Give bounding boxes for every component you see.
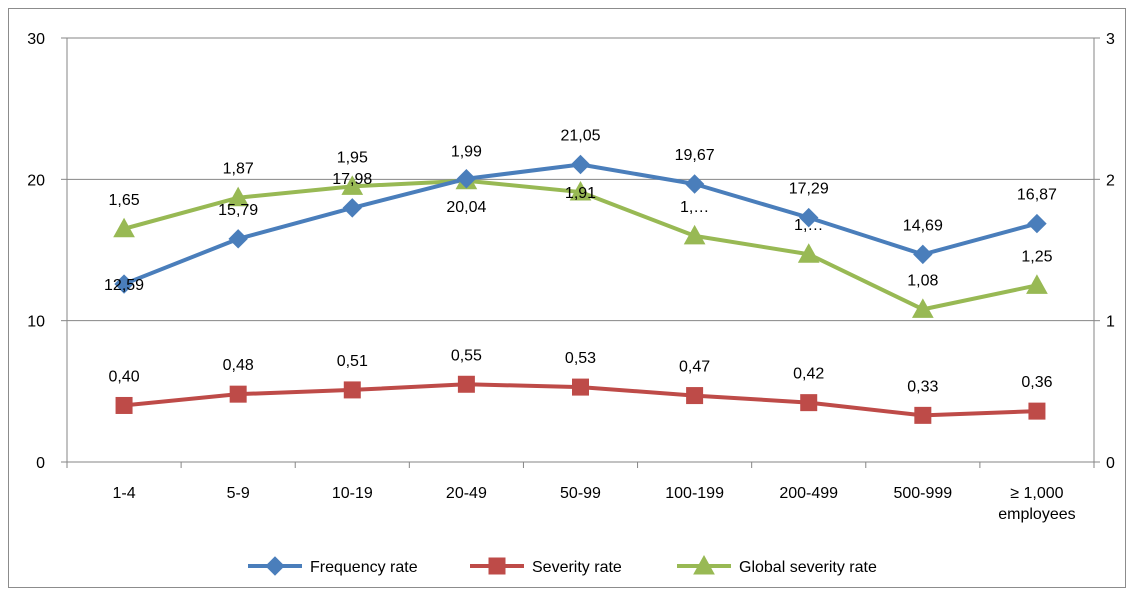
x-tick-label: ≥ 1,000 employees [998,485,1075,523]
x-tick-label: 1-4 [112,485,135,502]
data-label: 1,65 [108,192,139,209]
marker-triangle-2 [341,175,364,195]
marker-diamond-4 [570,154,591,175]
legend-marker-2 [693,554,715,575]
marker-diamond-8 [1027,213,1047,234]
data-label: 17,29 [789,181,829,198]
left-tick-label: 10 [27,314,45,331]
data-label: 17,98 [332,171,372,188]
marker-triangle-4 [569,181,592,201]
x-axis-tick-labels: 1-4 5-9 10-19 20-49 50-99 100-199 200-499 500-9… [112,485,1075,523]
data-label: 0,51 [337,353,368,370]
data-label: 0,36 [1021,374,1052,391]
left-axis-tick-labels: 0 10 20 30 [27,31,45,472]
marker-square-5 [686,387,704,405]
legend: Frequency rate Severity rate Global severi… [248,554,877,576]
data-labels: 12,59 15,79 17,98 20,04 21,05 19,67 17,29 14,69… [104,127,1057,395]
data-label: 1,91 [565,185,596,202]
marker-square-7 [914,406,932,424]
x-tick-label: 500-999 [893,485,952,502]
series-markers [113,154,1048,424]
marker-diamond-6 [799,207,819,228]
x-tick-label: 50-99 [560,485,601,502]
marker-square-4 [572,378,589,396]
data-label: 1,87 [223,161,254,178]
marker-triangle-7 [911,298,934,318]
data-label: 0,47 [679,359,710,376]
right-axis-tick-labels: 0 1 2 3 [1106,31,1115,472]
data-label: 0,33 [907,378,938,395]
data-label: 15,79 [218,202,258,219]
right-tick-label: 1 [1106,314,1115,331]
left-tick-label: 0 [36,455,45,472]
chart-frame [8,8,1126,588]
series-lines [123,162,1038,418]
marker-diamond-2 [342,198,362,218]
x-tick-label: 200-499 [779,485,838,502]
marker-triangle-6 [797,243,820,263]
marker-diamond-5 [684,174,705,194]
legend-label: Severity rate [532,559,622,576]
data-label: 0,48 [223,357,254,374]
right-tick-label: 3 [1106,31,1115,48]
marker-triangle-5 [683,224,706,245]
data-label: 21,05 [560,127,600,144]
data-label: 12,59 [104,277,144,294]
data-label: 0,55 [451,347,482,364]
marker-diamond-0 [114,274,134,294]
marker-triangle-8 [1026,274,1048,294]
marker-square-3 [457,375,475,393]
data-label: 1,08 [907,272,938,289]
marker-triangle-1 [227,186,250,207]
marker-diamond-7 [913,244,933,265]
data-label: 1,25 [1021,248,1052,265]
legend-label: Frequency rate [310,559,418,576]
gridlines [67,37,1094,322]
legend-marker-0 [265,556,285,576]
data-label: 1,99 [451,144,482,161]
marker-square-1 [229,385,247,403]
right-tick-label: 0 [1106,455,1115,472]
data-label: 0,53 [565,350,596,367]
legend-marker-1 [488,557,506,575]
x-tick-label: 20-49 [446,485,487,502]
marker-square-6 [800,394,818,412]
right-tick-label: 2 [1106,172,1115,189]
x-tick-label: 10-19 [332,485,373,502]
left-tick-label: 30 [27,31,45,48]
data-label: 0,40 [108,368,139,385]
legend-label: Global severity rate [739,559,877,576]
marker-diamond-3 [456,169,477,189]
data-label: 14,69 [903,217,943,234]
marker-diamond-1 [228,229,248,249]
marker-square-8 [1028,402,1046,420]
marker-triangle-0 [113,217,135,238]
marker-square-2 [343,381,361,399]
x-tick-label: 5-9 [227,485,250,502]
data-label: 1,95 [337,149,368,166]
data-label: 16,87 [1017,187,1057,204]
axes [61,37,1100,468]
x-tick-label: 100-199 [665,485,724,502]
data-label: 20,04 [446,199,486,216]
data-label: 1,… [794,217,823,234]
data-label: 0,42 [793,366,824,383]
data-label: 1,… [680,199,709,216]
left-tick-label: 20 [27,172,45,189]
marker-square-0 [115,396,133,414]
data-label: 19,67 [675,147,715,164]
